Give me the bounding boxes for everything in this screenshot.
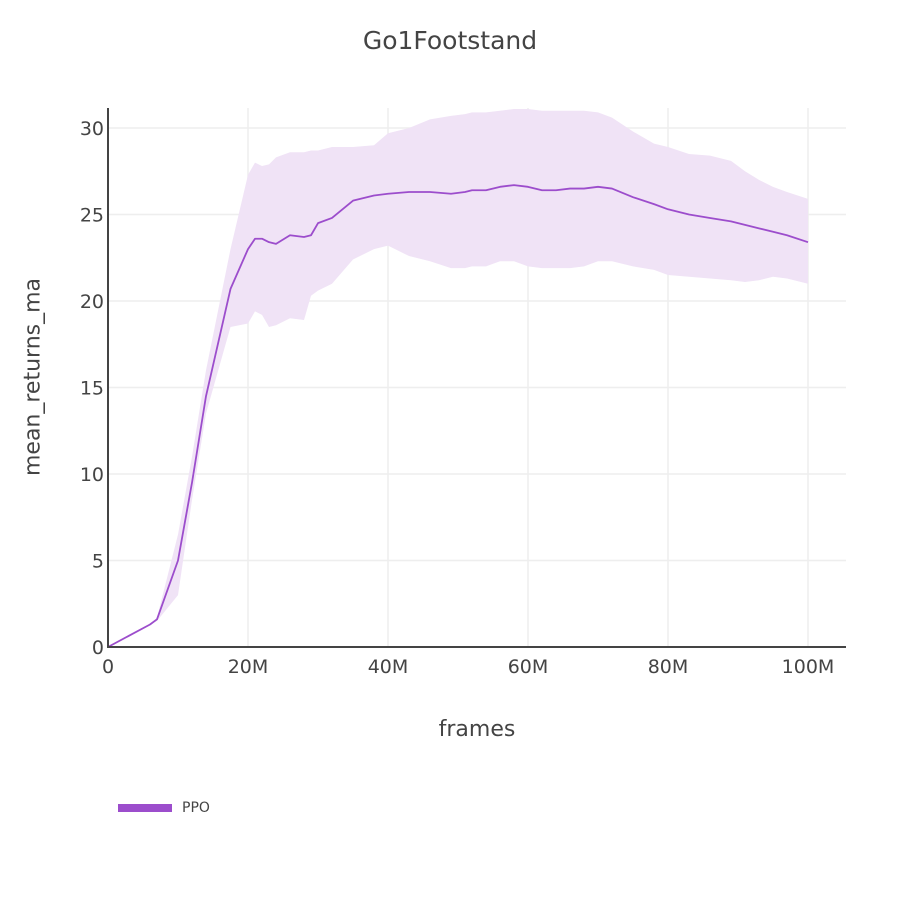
y-tick-label: 25 — [80, 205, 104, 227]
chart-title: Go1Footstand — [362, 26, 538, 55]
y-tick-label: 30 — [80, 118, 104, 140]
y-tick-label: 20 — [80, 291, 104, 313]
ppo-mean-line — [107, 184, 809, 648]
y-tick-label: 10 — [80, 464, 104, 486]
gridlines — [108, 108, 846, 647]
legend-label-ppo: PPO — [182, 800, 210, 816]
x-tick-label: 0 — [102, 656, 114, 678]
x-tick-label: 20M — [228, 656, 269, 678]
axes — [107, 108, 846, 648]
x-tick-label: 100M — [782, 656, 835, 678]
y-tick-label: 0 — [92, 637, 104, 659]
legend-swatch-ppo — [118, 804, 172, 812]
y-tick-label: 5 — [92, 551, 104, 573]
x-tick-label: 80M — [648, 656, 689, 678]
tick-labels: 0 5 10 15 20 25 30 0 20M 40M 60M 80M 100M — [80, 118, 835, 678]
ppo-confidence-band — [108, 108, 808, 648]
x-axis-label: frames — [438, 717, 516, 742]
x-tick-label: 60M — [508, 656, 549, 678]
x-tick-label: 40M — [368, 656, 409, 678]
y-tick-label: 15 — [80, 378, 104, 400]
legend[interactable]: PPO — [118, 800, 210, 816]
